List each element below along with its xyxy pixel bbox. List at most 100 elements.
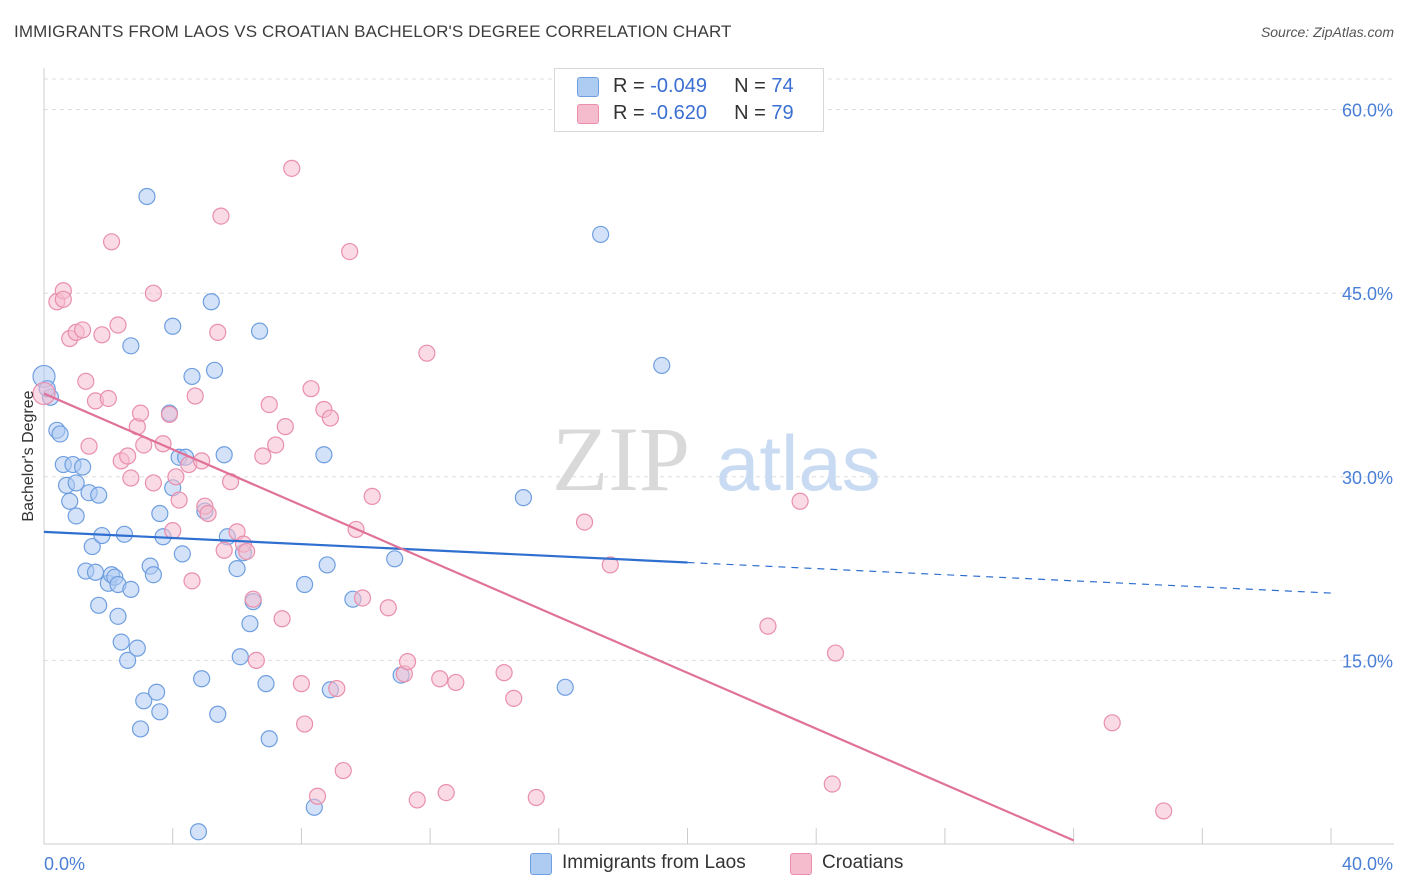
croatian-point [791, 492, 809, 510]
croatian-point [398, 653, 417, 671]
legend-r-label: R = [613, 75, 651, 97]
source-label: Source: ZipAtlas.com [1260, 24, 1394, 40]
laos-point [228, 559, 246, 578]
laos-point [556, 678, 574, 696]
bottom-legend-label-laos: Immigrants from Laos [562, 852, 746, 873]
croatian-point [292, 675, 310, 693]
croatian-point [826, 644, 845, 662]
croatian-point [283, 159, 301, 177]
croatian-point [431, 670, 449, 688]
laos-point [128, 639, 146, 657]
croatian-point [495, 664, 513, 682]
croatian-point [437, 783, 455, 802]
croatian-point [302, 380, 320, 398]
croatian-point [1103, 714, 1121, 732]
croatian-point [321, 409, 339, 427]
laos-point [119, 651, 137, 670]
croatian-point [527, 788, 545, 807]
laos-point [257, 675, 275, 693]
croatian-point [144, 284, 162, 302]
croatian-point [160, 405, 179, 423]
croatian-point [54, 290, 72, 308]
croatian-point [379, 599, 397, 617]
laos-point [183, 367, 201, 386]
croatian-point [353, 589, 372, 607]
laos-point [151, 504, 169, 523]
bottom-legend-swatch-croatians [790, 853, 812, 875]
y-tick-label: 60.0% [1342, 101, 1393, 121]
laos-point [164, 317, 182, 335]
laos-point [148, 683, 166, 701]
croatian-point [109, 316, 127, 334]
legend-n-label: N = [734, 75, 772, 97]
laos-point [193, 670, 211, 688]
legend-r-value-croatians: -0.620 [650, 102, 707, 124]
laos-point [109, 607, 127, 625]
croatian-point [170, 491, 188, 509]
laos-point [74, 458, 92, 476]
bottom-legend-label-croatians: Croatians [822, 852, 904, 873]
croatian-point [74, 321, 92, 339]
laos-point [67, 474, 85, 492]
trend-line-croatians [43, 392, 1075, 842]
x-tick-labels: 0.0% 40.0% [44, 854, 1393, 874]
laos-point [90, 596, 108, 614]
croatian-point [186, 387, 204, 405]
laos-point [61, 492, 79, 510]
croatian-point [183, 572, 201, 590]
axes [43, 68, 1394, 845]
croatian-point [341, 242, 359, 261]
laos-point [241, 615, 259, 633]
croatian-point [759, 617, 777, 635]
legend-n-value-laos: 74 [771, 75, 794, 97]
laos-point [51, 425, 69, 443]
croatian-point [247, 651, 265, 670]
croatian-point [260, 395, 278, 414]
laos-point [315, 446, 333, 464]
laos-point [151, 703, 169, 721]
y-tick-label: 45.0% [1342, 284, 1393, 304]
croatian-point [575, 513, 594, 531]
laos-point [514, 489, 533, 507]
laos-point [202, 293, 220, 311]
croatian-point [418, 344, 436, 362]
croatian-point [167, 468, 185, 486]
croatian-point [254, 447, 272, 465]
laos-point [131, 720, 150, 738]
laos-point [260, 730, 278, 748]
croatian-point [80, 437, 98, 455]
croatian-point [408, 791, 426, 809]
laos-point [318, 556, 336, 574]
laos-point [122, 580, 140, 599]
croatian-point [334, 761, 352, 780]
laos-point [653, 356, 671, 375]
croatian-point [215, 541, 233, 559]
watermark-atlas: atlas [716, 419, 881, 507]
laos-point [215, 446, 233, 464]
laos-point [296, 575, 314, 594]
laos-point [205, 361, 224, 379]
laos-point [138, 187, 156, 206]
croatian-point [199, 504, 217, 523]
croatian-point [823, 775, 841, 793]
watermark: ZIP atlas [552, 408, 881, 510]
y-axis-label: Bachelor's Degree [20, 390, 37, 521]
bottom-legend-swatch-laos [530, 853, 552, 875]
x-tick-label-min: 0.0% [44, 854, 85, 874]
y-tick-labels: 15.0% 30.0% 45.0% 60.0% [1342, 101, 1393, 672]
trend-line-laos-extension [687, 561, 1332, 594]
croatian-point [102, 233, 121, 251]
laos-point [115, 525, 134, 543]
croatian-point [276, 418, 294, 436]
croatian-point [505, 689, 523, 707]
laos-point [135, 692, 153, 710]
y-tick-label: 15.0% [1342, 651, 1393, 671]
laos-point [90, 486, 108, 504]
laos-point [67, 507, 85, 525]
laos-point [112, 633, 130, 651]
watermark-zip: ZIP [552, 408, 690, 510]
legend-n-label: N = [734, 102, 772, 124]
croatian-point [209, 323, 227, 341]
croatian-point [99, 389, 117, 408]
